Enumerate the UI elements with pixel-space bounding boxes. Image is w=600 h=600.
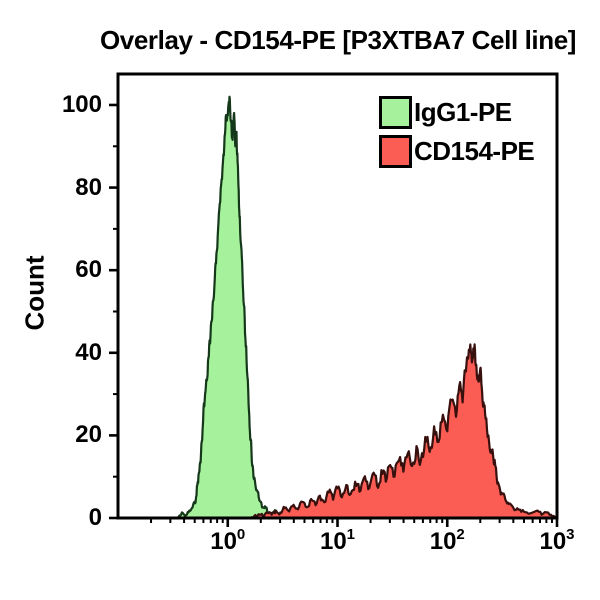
legend-swatch-cd154pe [379,135,412,168]
x-tick-label-10e1: 101 [319,526,356,555]
legend-label-igg1pe: IgG1-PE [414,97,512,127]
y-tick-label-100: 100 [61,90,102,118]
x-tick-label-10e0: 100 [210,526,246,555]
chart-title: Overlay - CD154-PE [P3XTBA7 Cell line] [99,25,577,55]
x-tick-label-10e3: 103 [539,526,575,555]
legend-item-cd154pe: CD154-PE [379,135,535,168]
y-tick-label-0: 0 [88,504,102,531]
legend: IgG1-PE CD154-PE [379,96,535,174]
y-tick-label-60: 60 [75,256,102,284]
y-tick-label-40: 40 [75,338,102,366]
legend-swatch-igg1pe [379,96,412,129]
legend-label-cd154pe: CD154-PE [414,136,535,166]
x-tick-label-10e2: 102 [429,526,465,555]
y-tick-label-80: 80 [75,173,102,201]
legend-item-igg1pe: IgG1-PE [379,96,534,129]
y-tick-label-20: 20 [75,421,102,449]
